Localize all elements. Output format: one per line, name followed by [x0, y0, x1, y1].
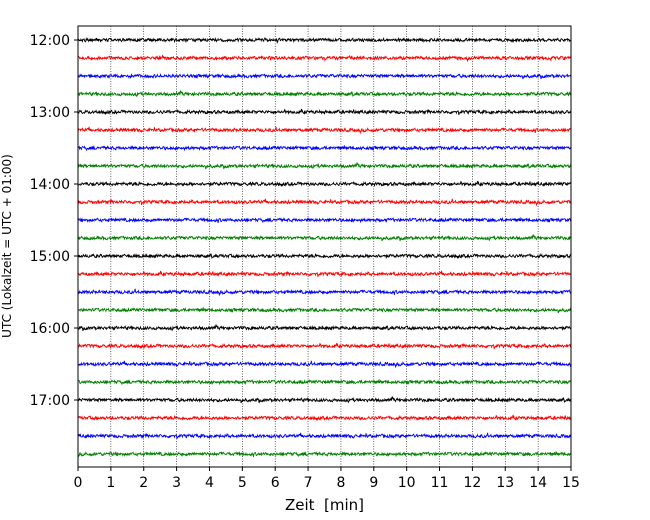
- x-axis-label: Zeit [min]: [285, 496, 364, 514]
- trace-1400: [77, 180, 572, 188]
- trace-1630: [77, 360, 572, 369]
- y-tick-label: 12:00: [30, 33, 70, 49]
- x-tick-label: 9: [369, 475, 378, 491]
- x-tick-label: 8: [336, 475, 345, 491]
- trace-1300: [77, 108, 572, 115]
- x-tick-label: 13: [496, 475, 514, 491]
- trace-1715: [77, 414, 572, 422]
- x-tick-label: 7: [304, 475, 313, 491]
- trace-1245: [77, 90, 572, 98]
- x-tick-label: 4: [205, 475, 214, 491]
- trace-1230: [77, 73, 572, 80]
- x-tick-label: 0: [74, 475, 83, 491]
- trace-1515: [77, 270, 572, 277]
- trace-1200: [77, 36, 572, 44]
- trace-1530: [77, 288, 572, 297]
- y-tick-label: 14:00: [30, 177, 70, 193]
- trace-1345: [77, 162, 572, 170]
- plot-frame: [77, 25, 572, 468]
- x-tick-label: 10: [398, 475, 416, 491]
- trace-1445: [77, 234, 572, 242]
- y-axis-label: UTC (Lokalzeit = UTC + 01:00): [0, 154, 14, 338]
- y-tick-label: 13:00: [30, 105, 70, 121]
- trace-1600: [77, 324, 572, 332]
- grid-lines: [110, 26, 539, 467]
- trace-1700: [77, 396, 572, 404]
- x-tick-label: 12: [463, 475, 481, 491]
- x-axis: 0 1 2 3 4 5 6 7 8 9 10 11 12 13 14 15: [74, 467, 580, 491]
- trace-1745: [77, 450, 572, 459]
- x-tick-label: 5: [238, 475, 247, 491]
- x-tick-label: 1: [106, 475, 115, 491]
- trace-1330: [77, 144, 572, 152]
- trace-1415: [77, 198, 572, 207]
- trace-1545: [77, 306, 572, 314]
- y-tick-label: 15:00: [30, 249, 70, 265]
- x-tick-label: 15: [562, 475, 580, 491]
- trace-1730: [77, 432, 572, 439]
- trace-1315: [77, 126, 572, 135]
- x-tick-label: 3: [172, 475, 181, 491]
- trace-layer: [77, 36, 572, 459]
- x-tick-label: 6: [271, 475, 280, 491]
- x-tick-label: 11: [431, 475, 449, 491]
- trace-1500: [77, 252, 572, 260]
- y-axis: 12:00 13:00 14:00 15:00 16:00 17:00: [30, 33, 78, 409]
- trace-1645: [77, 378, 572, 386]
- trace-1615: [77, 342, 572, 349]
- x-tick-label: 2: [139, 475, 148, 491]
- trace-1215: [77, 54, 572, 63]
- y-tick-label: 16:00: [30, 321, 70, 337]
- trace-1430: [77, 216, 572, 224]
- x-tick-label: 14: [529, 475, 547, 491]
- y-tick-label: 17:00: [30, 393, 70, 409]
